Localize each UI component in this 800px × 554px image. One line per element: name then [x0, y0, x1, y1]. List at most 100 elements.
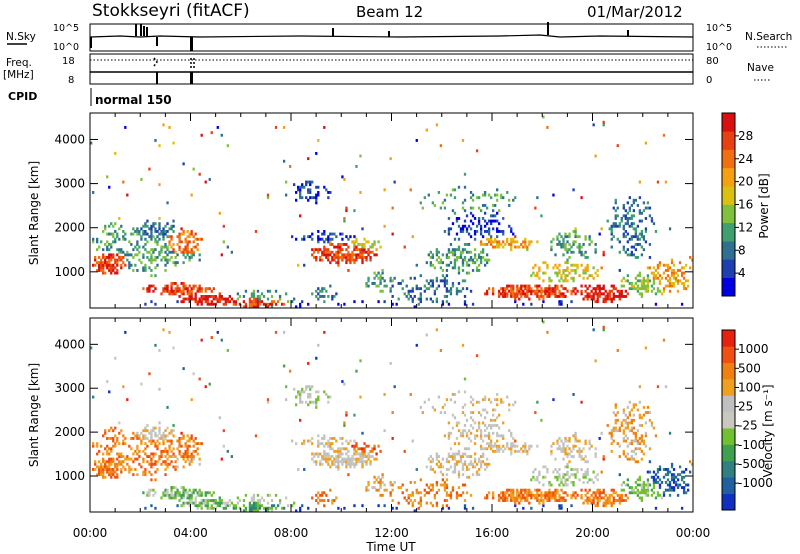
velocity-cell	[421, 411, 424, 415]
velocity-cell	[116, 462, 119, 466]
power-cell	[554, 295, 557, 298]
power-cell	[666, 279, 670, 283]
power-cell	[453, 196, 457, 200]
power-cell	[194, 245, 197, 249]
power-cell	[335, 261, 338, 265]
velocity-cell	[453, 462, 457, 466]
velocity-cell	[124, 436, 127, 440]
velocity-cell	[479, 460, 483, 464]
power-cell	[451, 248, 455, 252]
velocity-cell	[648, 483, 652, 487]
power-cell	[494, 193, 497, 197]
velocity-cell	[238, 506, 242, 510]
power-cell	[606, 297, 609, 301]
velocity-cell	[325, 455, 328, 458]
velocity-cell	[580, 496, 583, 500]
power-cell	[379, 289, 382, 293]
power-cell	[640, 292, 644, 296]
power-cell	[403, 245, 406, 249]
power-cell	[638, 271, 642, 275]
power-cell	[154, 256, 157, 259]
power-cell	[106, 232, 109, 236]
velocity-cell	[449, 455, 453, 458]
power-cell	[154, 227, 157, 231]
velocity-cell	[371, 447, 374, 451]
power-cell	[590, 295, 593, 298]
power-cell	[668, 266, 672, 270]
power-cell	[248, 305, 252, 309]
velocity-cell	[447, 455, 451, 458]
velocity-cell	[496, 403, 499, 407]
power-cell	[309, 180, 312, 184]
velocity-cell	[180, 431, 183, 435]
power-cell	[186, 289, 189, 293]
power-cell	[564, 295, 567, 298]
velocity-cell	[248, 501, 252, 505]
velocity-cell	[188, 501, 191, 505]
velocity-cell	[309, 395, 312, 399]
power-cell	[214, 297, 217, 301]
velocity-cell	[465, 455, 469, 458]
power-cell	[174, 263, 177, 267]
velocity-cell	[498, 449, 501, 453]
velocity-cell	[98, 449, 101, 453]
velocity-cell	[198, 501, 201, 505]
velocity-cell	[176, 491, 179, 495]
velocity-cell	[489, 442, 493, 446]
power-cell	[238, 302, 242, 306]
power-cell	[676, 279, 680, 283]
power-cell	[678, 261, 682, 265]
power-cell	[614, 209, 617, 213]
power-cell	[419, 297, 422, 301]
velocity-cell	[142, 429, 145, 433]
power-cell	[449, 292, 453, 296]
power-cell	[359, 253, 362, 257]
velocity-cell	[536, 491, 539, 495]
y-tick-label: 4000	[54, 337, 85, 351]
velocity-cell	[216, 504, 219, 508]
power-cell	[558, 271, 561, 275]
power-cell	[369, 258, 372, 262]
velocity-cell	[347, 460, 350, 464]
velocity-cell	[108, 468, 111, 471]
velocity-cell	[664, 385, 668, 389]
power-cell	[435, 276, 439, 280]
velocity-cell	[150, 436, 153, 440]
velocity-cell	[632, 405, 636, 409]
velocity-cell	[668, 486, 672, 490]
velocity-cell	[194, 442, 197, 446]
power-cell	[439, 279, 443, 283]
velocity-cell	[104, 429, 107, 433]
power-cell	[479, 240, 483, 244]
power-cell	[176, 243, 179, 246]
power-cell	[580, 250, 583, 254]
power-cell	[375, 274, 378, 278]
power-cell	[465, 271, 469, 275]
power-cell	[190, 289, 193, 293]
power-cell	[682, 282, 686, 285]
power-cell	[485, 237, 489, 241]
power-cell	[612, 292, 615, 296]
velocity-cell	[282, 330, 286, 334]
power-cell	[439, 258, 443, 262]
velocity-cell	[538, 470, 541, 474]
velocity-cell	[566, 473, 569, 477]
power-cell	[447, 230, 451, 233]
velocity-cell	[489, 447, 493, 451]
velocity-cell	[323, 436, 326, 440]
power-cell	[150, 261, 153, 265]
velocity-cell	[250, 499, 254, 502]
power-cell	[540, 214, 543, 218]
power-cell	[562, 269, 565, 272]
power-cell	[315, 289, 318, 293]
velocity-cell	[140, 382, 143, 386]
power-cell	[198, 258, 201, 262]
velocity-cell	[323, 330, 326, 334]
velocity-cell	[622, 439, 625, 443]
velocity-cell	[642, 405, 646, 409]
velocity-cell	[630, 491, 633, 495]
power-cell	[522, 245, 525, 249]
velocity-cell	[644, 431, 648, 435]
velocity-cell	[469, 493, 473, 497]
velocity-cell	[152, 462, 155, 466]
